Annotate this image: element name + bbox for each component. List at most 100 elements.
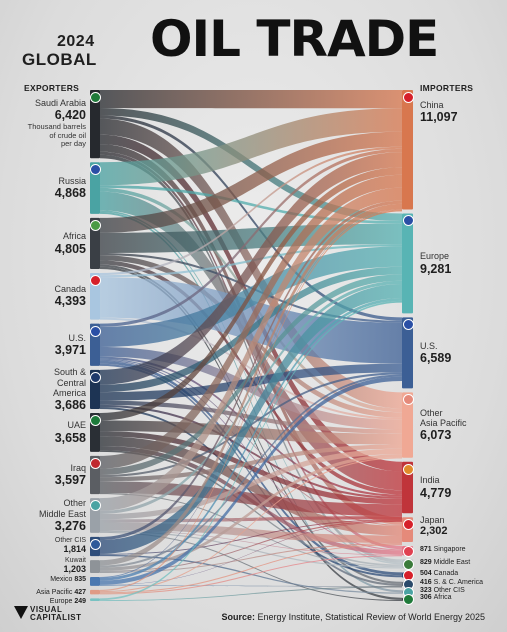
exporter-name: Iraq: [70, 462, 86, 473]
flow-link-7-1: [100, 274, 402, 475]
flow-link-4-6: [100, 359, 402, 551]
importer-label: U.S. 6,589: [420, 341, 500, 365]
flow-link-1-1: [100, 185, 402, 224]
importer-name: S. & C. America: [433, 578, 484, 586]
exporter-name: Other Middle East: [38, 498, 86, 519]
exporter-label: Kuwait 1,203: [6, 557, 86, 575]
flow-link-13-1: [100, 300, 402, 601]
exporter-name: Other CIS: [54, 536, 86, 544]
importer-flag-icon: [403, 92, 414, 103]
flow-link-2-0: [100, 131, 402, 233]
logo-line1: VISUAL: [30, 605, 63, 614]
importer-node: [402, 90, 413, 210]
importer-name: Other CIS: [433, 586, 465, 594]
exporter-name: UAE: [67, 420, 86, 431]
exporter-flag-icon: [90, 164, 101, 176]
flow-link-8-4: [100, 516, 402, 523]
importer-label: 416 S. & C. America: [420, 579, 483, 586]
importer-label: Europe 9,281: [420, 251, 500, 275]
flow-link-0-1: [100, 108, 402, 222]
title-year: 2024: [57, 33, 95, 50]
flow-link-1-0: [100, 108, 402, 186]
importer-name: Europe: [420, 251, 450, 262]
exporter-node: [90, 560, 100, 573]
exporter-value: 835: [74, 576, 86, 584]
exporter-label: Iraq 3,597: [6, 463, 86, 487]
importer-flag-icon: [403, 519, 414, 531]
flow-link-4-9: [100, 363, 402, 587]
flow-link-5-8: [100, 407, 402, 578]
importer-label: 829 Middle East: [420, 559, 470, 566]
flow-link-6-7: [100, 450, 402, 567]
source-text: Energy Institute, Statistical Review of …: [257, 612, 485, 622]
importer-value: 6,589: [420, 350, 452, 365]
exporter-label: Asia Pacific 427: [36, 589, 86, 596]
importers-heading: IMPORTERS: [420, 83, 474, 93]
exporter-node: [90, 589, 100, 595]
importer-value: 4,779: [420, 485, 452, 500]
exporter-value: 3,971: [54, 342, 86, 357]
exporter-name: Asia Pacific: [36, 588, 75, 596]
exporter-name: Mexico: [50, 576, 75, 584]
importer-value: 829: [420, 558, 434, 566]
importer-label: Other Asia Pacific 6,073: [420, 408, 500, 442]
exporter-flag-icon: [90, 500, 101, 512]
exporter-node: [90, 598, 100, 601]
exporter-flag-icon: [90, 274, 101, 286]
exporter-label: Saudi Arabia 6,420 Thousand barrels of crud…: [6, 98, 86, 149]
importer-value: 871: [420, 545, 434, 553]
flow-link-9-0: [100, 200, 402, 541]
exporter-label: South & Central America 3,686: [6, 367, 86, 411]
flow-link-12-6: [100, 555, 402, 595]
exporter-name: South & Central America: [52, 367, 86, 398]
importer-name: Canada: [433, 570, 459, 578]
importer-value: 6,073: [420, 428, 452, 443]
exporter-name: Africa: [62, 231, 86, 242]
flow-link-8-11: [100, 531, 402, 601]
flow-link-12-3: [100, 457, 402, 593]
flow-link-0-0: [100, 90, 402, 109]
flow-link-8-3: [100, 448, 402, 520]
exporter-value: 4,393: [54, 294, 86, 309]
flow-link-9-4: [100, 519, 402, 555]
exporter-value: 3,597: [54, 473, 86, 488]
importer-flag-icon: [403, 594, 414, 606]
importer-node: [402, 392, 413, 458]
importer-name: Middle East: [433, 558, 471, 566]
flow-link-3-1: [100, 244, 402, 278]
exporter-label: Europe 249: [50, 598, 86, 605]
importer-label: 871 Singapore: [420, 546, 466, 553]
logo-triangle-icon: [14, 606, 28, 619]
exporter-name: Kuwait: [64, 556, 86, 564]
flow-link-4-5: [100, 358, 402, 526]
flow-link-3-0: [100, 146, 402, 276]
exporter-flag-icon: [90, 219, 101, 231]
flow-link-1-10: [100, 211, 402, 593]
importer-name: Singapore: [433, 545, 466, 553]
exporter-label: UAE 3,658: [6, 420, 86, 444]
flow-link-8-7: [100, 530, 402, 569]
flow-link-9-1: [100, 284, 402, 554]
importer-flag-icon: [403, 463, 414, 475]
flow-link-4-3: [100, 347, 402, 430]
flow-link-12-0: [100, 210, 402, 592]
source-label: Source:: [221, 612, 256, 622]
flow-link-3-3: [100, 317, 402, 420]
exporter-label: Mexico 835: [50, 576, 86, 583]
flow-link-10-3: [100, 454, 402, 571]
exporter-label: Africa 4,805: [6, 231, 86, 255]
flow-links: [100, 90, 402, 601]
exporter-name: Saudi Arabia: [34, 98, 86, 108]
exporter-flag-icon: [90, 92, 101, 103]
importer-flag-icon: [403, 558, 414, 570]
importer-label: Japan 2,302: [420, 515, 500, 537]
exporter-node: [90, 217, 100, 269]
exporter-value: 3,276: [54, 518, 86, 533]
flow-link-1-4: [100, 191, 402, 491]
flow-link-7-0: [100, 174, 402, 469]
source-note: Source: Energy Institute, Statistical Re…: [222, 612, 485, 622]
flow-link-8-6: [100, 529, 402, 556]
importer-name: U.S.: [420, 340, 438, 351]
importer-label: 306 Africa: [420, 594, 452, 601]
importer-name: Japan: [420, 515, 445, 526]
